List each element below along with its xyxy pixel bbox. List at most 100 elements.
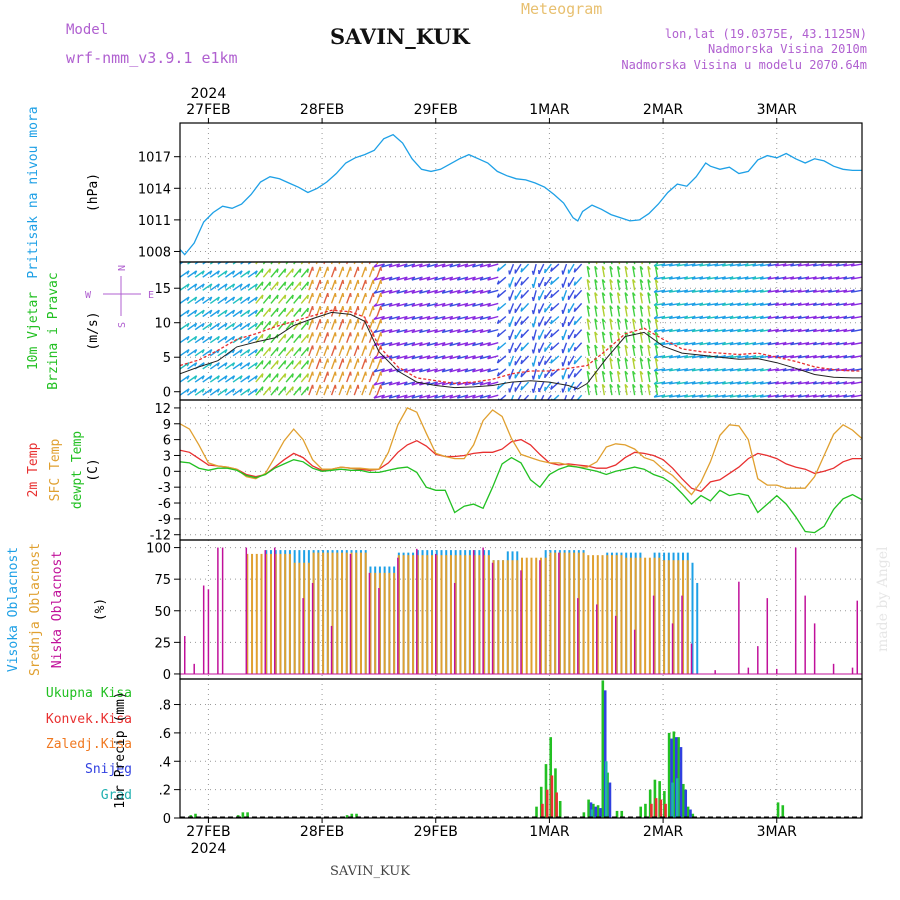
wind-arrow [538,263,545,275]
wind-arrow [376,292,382,304]
wind-arrow [388,315,400,321]
wind-arrow [361,358,367,370]
wind-arrow-head [311,384,314,389]
wind-arrow-head [306,334,310,339]
wind-arrow-head [261,334,264,339]
wind-arrow-head [835,341,840,346]
wind-arrow [373,289,385,294]
wind-arrow-head [334,371,337,376]
wind-arrow-head [782,276,787,280]
ylabel-temp: SFC Temp [48,439,63,502]
wind-arrow-head [372,266,375,271]
cloud-bar-mid [615,555,618,674]
wind-arrow [449,263,461,268]
wind-arrow [632,384,636,396]
wind-arrow [497,276,507,285]
wind-arrow-head [411,394,416,399]
wind-arrow [376,332,382,343]
wind-arrow-head [216,270,220,275]
precip-bar-total [667,732,671,818]
wind-arrow [532,355,537,367]
wind-arrow [601,266,606,278]
precip-bar-convective [545,789,549,818]
precip-bar-convective [550,775,554,818]
cloud-bar-mid [639,557,642,674]
wind-arrow-head [737,394,742,398]
wind-arrow-head [366,254,367,258]
wind-arrow-head [676,341,681,346]
wind-arrow [353,332,359,343]
wind-arrow [255,281,264,291]
wind-arrow [508,342,515,354]
wind-arrow [225,296,235,304]
wind-arrow-head [487,316,492,320]
cloud-bar-mid [544,557,547,674]
wind-arrow-head [194,388,198,393]
precip-bar-total [582,812,586,818]
wind-arrow [277,333,287,344]
wind-arrow [639,292,643,304]
wind-arrow [479,394,491,399]
wind-arrow-head [396,368,401,373]
wind-arrow [209,283,220,291]
wind-arrow [411,368,423,373]
cloud-bar-mid [483,555,486,674]
wind-arrow-head [254,296,258,301]
wind-arrow-head [306,373,310,378]
wind-arrow-head [812,262,817,267]
wind-arrow-head [311,358,314,363]
cloud-bar-mid [303,562,306,674]
wind-arrow-head [729,367,734,372]
wind-arrow [262,373,271,383]
wind-arrow [411,328,423,334]
wind-arrow-head [364,266,367,271]
wind-arrow [562,316,568,328]
wind-arrow-head [479,394,484,399]
wind-arrow-head [381,276,385,281]
wind-arrow [411,263,423,268]
wind-arrow-head [647,318,651,323]
wind-arrow-head [496,345,500,351]
wind-arrow [353,358,359,370]
wind-arrow-head [319,332,322,337]
wind-arrow [232,375,243,383]
wind-arrow [388,328,400,334]
wind-arrow-head [284,347,287,352]
wind-arrow [544,316,552,326]
wind-arrow-head [653,354,658,359]
cloud-bar-mid [421,555,424,674]
wind-arrow-head [350,254,351,258]
wind-arrow [323,319,329,330]
wind-arrow-head [624,265,629,270]
wind-arrow-head [479,276,484,281]
wind-arrow-head [609,292,614,297]
wind-arrow-head [319,358,322,363]
wind-arrow-head [594,265,598,270]
wind-arrow-head [247,270,251,275]
wind-arrow-head [782,302,787,306]
wind-arrow-head [201,388,205,393]
wind-arrow [426,355,438,360]
precip-legend-label: Konvek.Kisa [46,712,132,727]
wind-arrow [202,375,213,383]
wind-arrow-head [239,309,243,315]
wind-arrow-head [729,302,734,306]
wind-arrow [247,296,258,304]
wind-arrow-head [561,283,564,288]
wind-arrow [315,332,321,343]
wind-arrow [472,355,484,360]
wind-arrow [532,342,537,354]
xtick-label-top: 28FEB [300,102,344,118]
wind-arrow-head [380,358,383,363]
wind-arrow [434,368,446,373]
wind-arrow-head [691,262,696,267]
wind-arrow [550,315,560,325]
wind-arrow-head [843,262,848,267]
cloud-bar-mid [326,552,329,674]
wind-arrow-head [349,306,352,311]
cloud-bar-mid [601,555,604,674]
wind-arrow-head [357,306,360,311]
wind-arrow-head [624,292,629,297]
wind-arrow [293,373,302,383]
wind-arrow [632,331,636,343]
